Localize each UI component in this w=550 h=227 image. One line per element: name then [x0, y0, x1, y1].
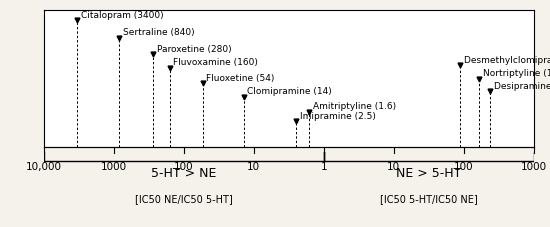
- Text: 1: 1: [321, 161, 327, 171]
- Text: 1000: 1000: [101, 161, 127, 171]
- Text: Desipramine (238): Desipramine (238): [494, 81, 550, 90]
- Text: [IC50 NE/IC50 5-HT]: [IC50 NE/IC50 5-HT]: [135, 193, 233, 203]
- Text: 10,000: 10,000: [26, 161, 62, 171]
- Text: NE > 5-HT: NE > 5-HT: [396, 167, 461, 180]
- Text: Citalopram (3400): Citalopram (3400): [81, 11, 163, 20]
- Text: 10: 10: [247, 161, 260, 171]
- Text: Paroxetine (280): Paroxetine (280): [157, 45, 231, 54]
- Text: Fluoxetine (54): Fluoxetine (54): [206, 73, 275, 82]
- Text: Amitriptyline (1.6): Amitriptyline (1.6): [314, 102, 397, 111]
- Text: 10: 10: [387, 161, 400, 171]
- Text: Nortriptyline (167): Nortriptyline (167): [483, 69, 550, 78]
- Text: Desmethylclomipramine (89): Desmethylclomipramine (89): [464, 56, 550, 64]
- Text: Sertraline (840): Sertraline (840): [123, 28, 195, 37]
- Text: Imipramine (2.5): Imipramine (2.5): [300, 111, 376, 120]
- Text: [IC50 5-HT/IC50 NE]: [IC50 5-HT/IC50 NE]: [379, 193, 477, 203]
- Text: 5-HT > NE: 5-HT > NE: [151, 167, 217, 180]
- Text: Clomipramine (14): Clomipramine (14): [248, 87, 332, 96]
- Text: Fluvoxamine (160): Fluvoxamine (160): [173, 58, 258, 67]
- Text: 100: 100: [454, 161, 474, 171]
- Text: 1000: 1000: [520, 161, 547, 171]
- Text: 100: 100: [174, 161, 194, 171]
